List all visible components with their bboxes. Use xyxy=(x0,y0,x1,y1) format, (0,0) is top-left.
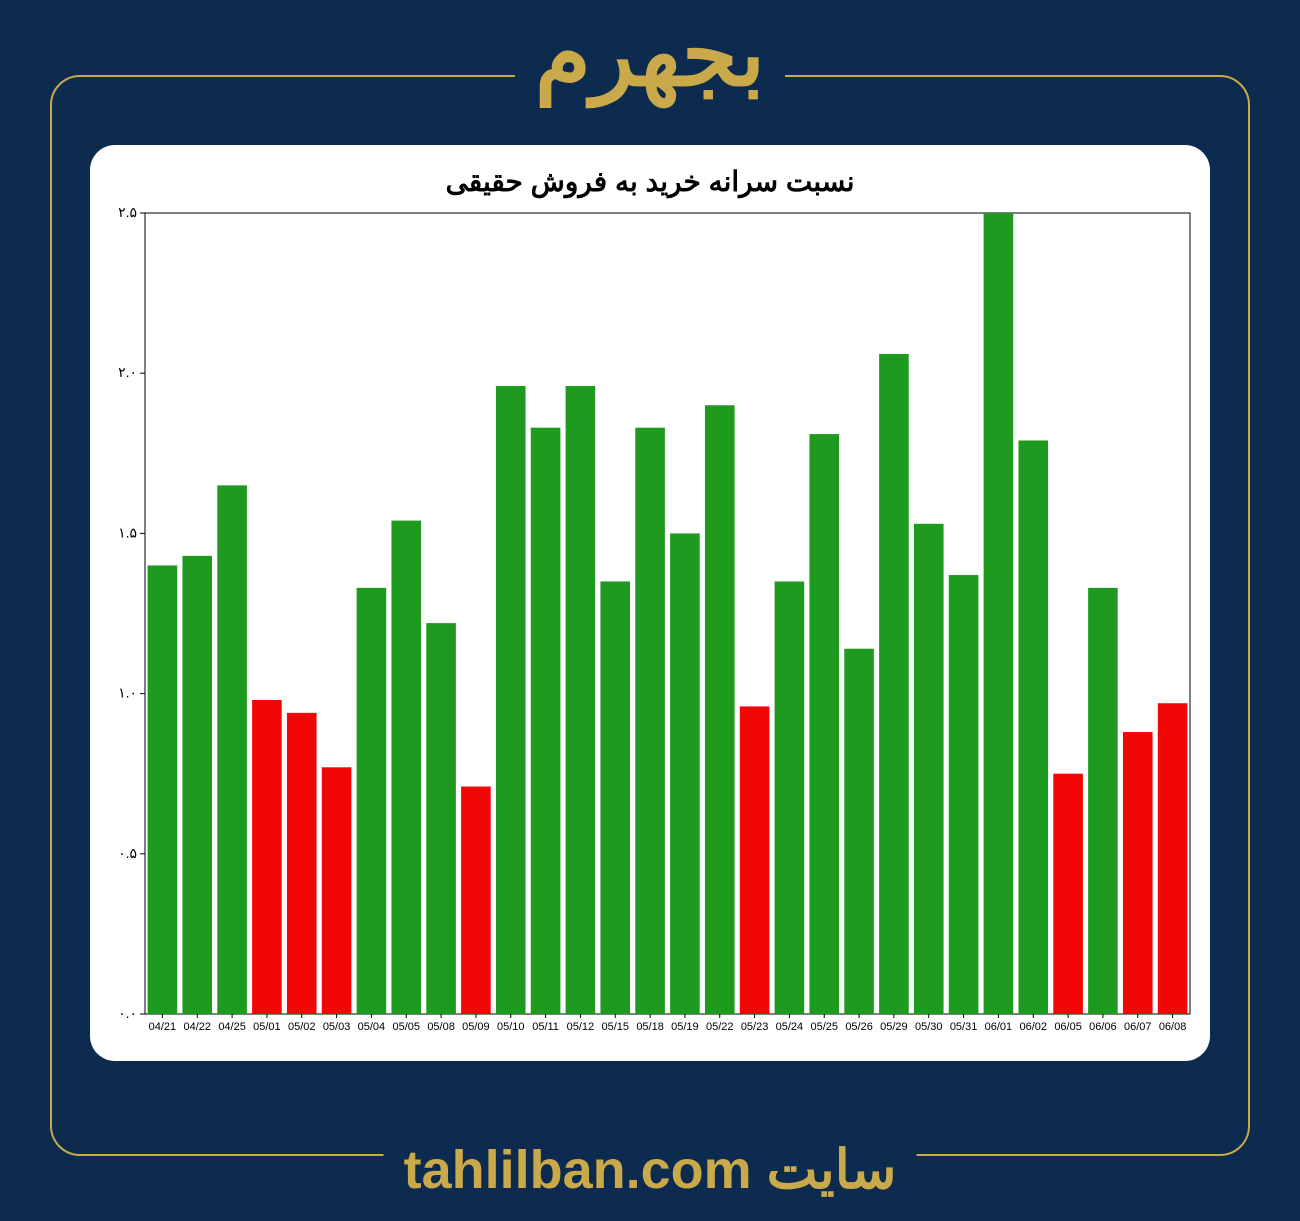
bar xyxy=(914,524,944,1014)
footer-label: سایت xyxy=(767,1140,897,1200)
bar-chart: ۰.۰ ۰.۵ ۱.۰ ۱.۵ ۲.۰ ۲.۵ 04/21 04/22 04/25 05/01 05… xyxy=(105,208,1195,1044)
bar xyxy=(1088,588,1118,1014)
bar xyxy=(322,767,352,1014)
x-tick-label: 05/29 xyxy=(880,1021,908,1033)
bar xyxy=(357,588,387,1014)
bar xyxy=(949,575,979,1014)
x-tick-label: 05/26 xyxy=(845,1021,873,1033)
x-tick-label: 05/12 xyxy=(567,1021,595,1033)
x-tick-label: 06/02 xyxy=(1019,1021,1047,1033)
x-tick-label: 05/19 xyxy=(671,1021,699,1033)
bar xyxy=(1018,440,1048,1014)
bar xyxy=(461,787,491,1014)
x-tick-label: 05/05 xyxy=(392,1021,420,1033)
x-tick-label: 05/01 xyxy=(253,1021,281,1033)
x-tick-label: 05/10 xyxy=(497,1021,525,1033)
bar xyxy=(1123,732,1153,1014)
bar xyxy=(775,581,805,1014)
chart-title: نسبت سرانه خرید به فروش حقیقی xyxy=(105,165,1195,198)
x-tick-label: 05/02 xyxy=(288,1021,316,1033)
footer-text: سایت tahlilban.com xyxy=(384,1138,917,1201)
bar xyxy=(844,649,874,1014)
x-tick-label: 05/31 xyxy=(950,1021,978,1033)
bar xyxy=(635,428,665,1014)
bar xyxy=(287,713,317,1014)
x-tick-label: 05/25 xyxy=(810,1021,838,1033)
y-tick-label: ۱.۰ xyxy=(118,685,137,701)
x-tick-label: 05/18 xyxy=(636,1021,664,1033)
footer-url: tahlilban.com xyxy=(404,1140,752,1200)
x-tick-label: 05/15 xyxy=(601,1021,629,1033)
bar xyxy=(426,623,456,1014)
x-tick-label: 06/08 xyxy=(1159,1021,1187,1033)
x-tick-label: 05/03 xyxy=(323,1021,351,1033)
bar xyxy=(984,213,1014,1014)
bar xyxy=(391,521,421,1014)
x-tick-label: 04/21 xyxy=(149,1021,177,1033)
header-title: بجهرم xyxy=(515,10,785,100)
x-tick-label: 05/11 xyxy=(532,1021,559,1033)
x-tick-label: 06/06 xyxy=(1089,1021,1117,1033)
x-tick-label: 05/08 xyxy=(427,1021,455,1033)
bar xyxy=(531,428,561,1014)
x-tick-label: 05/24 xyxy=(776,1021,804,1033)
bar xyxy=(148,565,178,1014)
x-tick-label: 06/05 xyxy=(1054,1021,1082,1033)
y-tick-label: ۲.۰ xyxy=(118,364,137,380)
bar xyxy=(740,706,770,1014)
bar xyxy=(600,581,630,1014)
y-tick-label: ۰.۰ xyxy=(118,1005,137,1021)
bar xyxy=(670,533,700,1014)
x-tick-label: 05/30 xyxy=(915,1021,943,1033)
y-tick-label: ۱.۵ xyxy=(118,524,137,540)
y-tick-label: ۲.۵ xyxy=(118,208,137,220)
chart-panel: نسبت سرانه خرید به فروش حقیقی ۰.۰ ۰.۵ ۱.۰ ۱… xyxy=(90,145,1210,1061)
x-tick-label: 06/07 xyxy=(1124,1021,1152,1033)
x-tick-label: 04/22 xyxy=(183,1021,211,1033)
x-tick-label: 05/04 xyxy=(358,1021,386,1033)
bar xyxy=(809,434,839,1014)
x-tick-label: 06/01 xyxy=(985,1021,1013,1033)
bar xyxy=(705,405,735,1014)
x-tick-label: 05/22 xyxy=(706,1021,734,1033)
bar xyxy=(182,556,212,1014)
x-tick-label: 04/25 xyxy=(218,1021,246,1033)
bar xyxy=(1053,774,1083,1014)
bar xyxy=(217,485,247,1014)
bar xyxy=(1158,703,1188,1014)
bar xyxy=(566,386,596,1014)
bar xyxy=(879,354,909,1014)
x-tick-label: 05/23 xyxy=(741,1021,769,1033)
bar xyxy=(252,700,282,1014)
x-tick-label: 05/09 xyxy=(462,1021,490,1033)
bar xyxy=(496,386,526,1014)
y-tick-label: ۰.۵ xyxy=(118,845,137,861)
